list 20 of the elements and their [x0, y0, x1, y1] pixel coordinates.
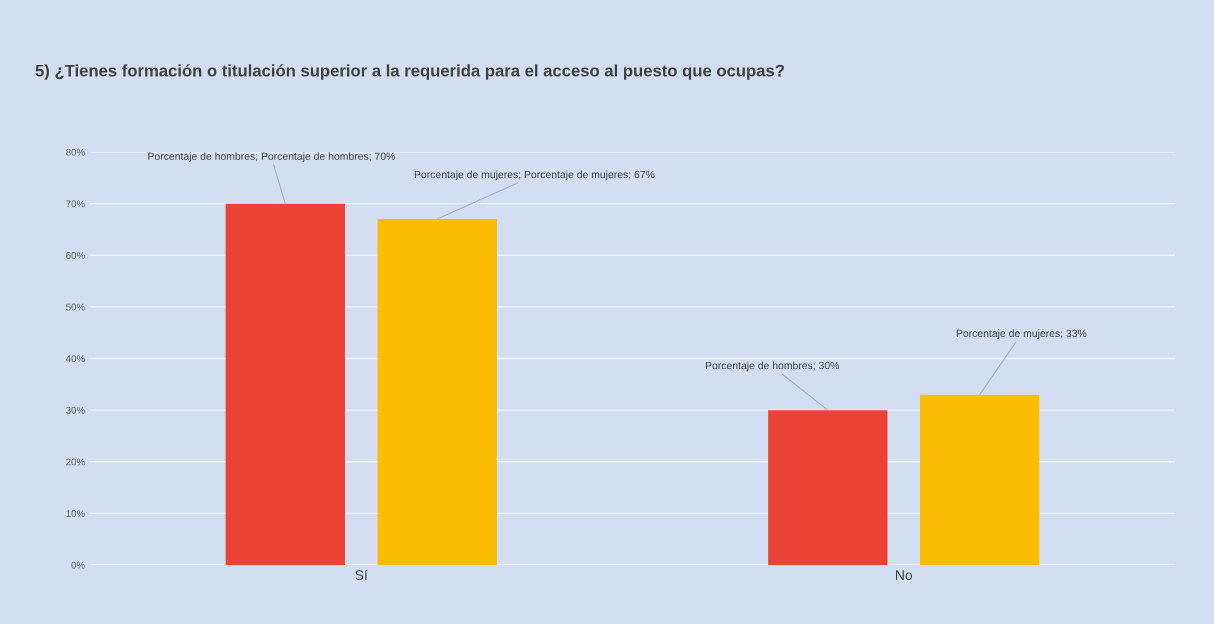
y-tick-label: 40%: [65, 355, 85, 363]
y-tick-label: 80%: [66, 148, 85, 156]
bar: [377, 219, 497, 565]
y-tick-label: 20%: [66, 458, 85, 466]
data-label: Porcentaje de mujeres; 33%: [956, 329, 1087, 340]
x-tick-label: Sí: [355, 569, 368, 581]
y-tick-label: 50%: [66, 303, 85, 311]
data-label: Porcentaje de hombres; 30%: [705, 361, 840, 372]
bar: [225, 203, 345, 565]
data-label: Porcentaje de mujeres; Porcentaje de mujeres; 67%: [414, 170, 655, 181]
bar: [768, 410, 888, 565]
y-tick-label: 0%: [71, 561, 85, 569]
y-tick-label: 10%: [66, 510, 85, 517]
bar: [920, 394, 1040, 565]
y-tick-label: 70%: [66, 200, 85, 208]
data-label: Porcentaje de hombres; Porcentaje de hombres; 70%: [148, 152, 395, 162]
y-tick-label: 60%: [66, 251, 85, 259]
chart-title: 5) ¿Tienes formación o titulación superior a la requerida para el acceso al puesto que ocupas?: [35, 64, 784, 80]
y-tick-label: 30%: [66, 406, 85, 414]
x-tick-label: No: [896, 570, 913, 581]
